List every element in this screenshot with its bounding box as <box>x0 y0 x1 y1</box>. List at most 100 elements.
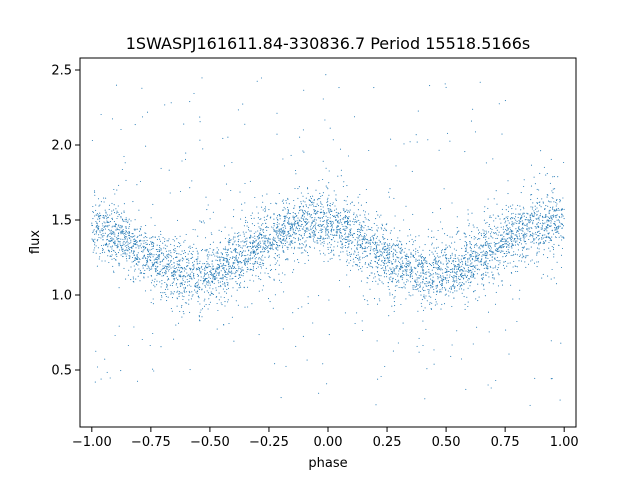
data-point <box>168 263 170 265</box>
data-point <box>328 334 330 336</box>
data-point <box>108 251 110 253</box>
data-point <box>513 218 516 220</box>
data-point <box>341 234 343 237</box>
data-point <box>372 267 374 269</box>
data-point <box>191 254 193 256</box>
data-point <box>550 238 552 241</box>
data-point <box>165 268 167 270</box>
data-point <box>304 211 307 213</box>
data-point <box>335 198 337 200</box>
data-point <box>415 248 417 250</box>
data-point <box>150 237 152 239</box>
data-point <box>298 206 300 208</box>
data-point <box>281 230 283 232</box>
data-point <box>204 249 206 251</box>
data-point <box>281 272 284 274</box>
data-point <box>103 214 105 217</box>
data-point <box>203 275 205 278</box>
data-point <box>278 264 280 266</box>
data-point <box>369 240 371 242</box>
data-point <box>215 259 217 261</box>
data-point <box>302 218 304 220</box>
data-point <box>317 197 319 200</box>
data-point <box>234 247 236 250</box>
data-point <box>183 313 185 315</box>
data-point <box>522 234 524 236</box>
data-point <box>121 212 123 214</box>
data-point <box>439 289 441 291</box>
data-point <box>402 322 404 324</box>
data-point <box>229 271 231 273</box>
data-point <box>446 274 448 276</box>
data-point <box>389 232 391 234</box>
data-point <box>558 244 560 246</box>
data-point <box>396 251 398 253</box>
data-point <box>477 283 479 285</box>
data-point <box>140 243 142 245</box>
data-point <box>561 209 563 211</box>
data-point <box>432 273 434 275</box>
data-point <box>250 214 252 217</box>
data-point <box>376 229 378 231</box>
data-point <box>476 259 478 261</box>
data-point <box>437 278 439 280</box>
data-point <box>354 251 356 253</box>
data-point <box>418 263 420 265</box>
data-point <box>368 245 370 248</box>
data-point <box>441 228 443 230</box>
data-point <box>384 242 387 244</box>
data-point <box>563 237 565 239</box>
data-point <box>398 240 401 242</box>
data-point <box>406 278 408 281</box>
data-point <box>490 266 492 268</box>
data-point <box>268 244 270 246</box>
data-point <box>519 238 521 240</box>
data-point <box>207 284 209 286</box>
data-point <box>459 262 461 264</box>
data-point <box>160 249 162 251</box>
data-point <box>290 235 292 237</box>
data-point <box>272 238 274 240</box>
data-point <box>443 276 445 278</box>
data-point <box>361 225 363 227</box>
data-point <box>336 227 338 229</box>
data-point <box>252 241 254 243</box>
data-point <box>287 198 289 201</box>
data-point <box>306 359 308 361</box>
data-point <box>170 102 172 104</box>
data-point <box>364 263 366 265</box>
data-point <box>405 266 407 268</box>
data-point <box>92 218 94 220</box>
data-point <box>485 222 487 224</box>
data-point <box>549 219 551 221</box>
data-point <box>259 218 261 221</box>
data-point <box>446 246 448 248</box>
data-point <box>239 250 242 253</box>
data-point <box>177 286 179 288</box>
data-point <box>362 236 364 238</box>
data-point <box>188 260 190 262</box>
data-point <box>288 237 291 240</box>
data-point <box>219 259 221 261</box>
data-point <box>472 224 474 226</box>
data-point <box>555 201 557 203</box>
data-point <box>238 283 241 285</box>
data-point <box>263 234 265 237</box>
data-point <box>537 210 540 212</box>
data-point <box>382 247 384 249</box>
data-point <box>152 298 154 300</box>
data-point <box>482 229 484 231</box>
data-point <box>133 254 135 256</box>
data-point <box>383 269 385 271</box>
data-point <box>236 283 238 285</box>
data-point <box>284 224 286 226</box>
data-point <box>285 239 287 241</box>
data-point <box>165 270 167 272</box>
data-point <box>182 298 184 301</box>
data-point <box>379 255 381 257</box>
data-point <box>408 228 411 231</box>
data-point <box>321 225 323 227</box>
data-point <box>376 262 378 264</box>
data-point <box>552 214 555 216</box>
data-point <box>417 249 419 252</box>
